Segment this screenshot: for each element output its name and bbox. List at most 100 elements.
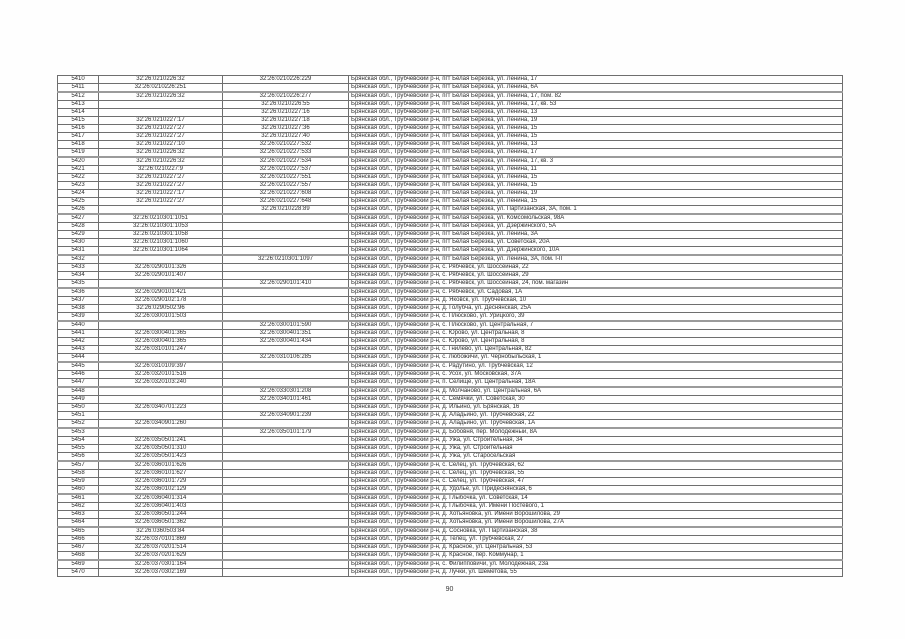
address-cell: Брянская обл., Трубчевский р-н, пгт Бела… (348, 189, 843, 198)
row-number-cell: 5424 (57, 189, 99, 198)
table-row: 5469 32:26:0370301:164 Брянская обл., Труб… (57, 559, 843, 569)
row-number-cell: 5470 (57, 568, 99, 577)
table-row: 5418 32:26:0210227:10 32:26:0210227:532 Бря… (57, 140, 843, 149)
table-row: 5426 32:26:0210228:89 Брянская обл., Трубч… (57, 205, 843, 215)
address-cell: Брянская обл., Трубчевский р-н, с. Филип… (348, 559, 843, 569)
cadastral-number-2-cell (222, 502, 349, 511)
table-row: 5438 32:26:0290502:96 Брянская обл., Трубч… (57, 304, 843, 313)
cadastral-number-2-cell (222, 238, 349, 247)
table-row: 5462 32:26:0360401:403 Брянская обл., Труб… (57, 502, 843, 511)
cadastral-number-2-cell (222, 469, 349, 478)
address-cell: Брянская обл., Трубчевский р-н, пгт Бела… (348, 230, 843, 239)
address-cell: Брянская обл., Трубчевский р-н, с. Семяч… (348, 395, 843, 404)
cadastral-number-2-cell (222, 460, 349, 470)
cadastral-number-1-cell: 32:26:0360101:729 (98, 477, 223, 486)
address-cell: Брянская обл., Трубчевский р-н, с. Плюск… (348, 320, 843, 330)
row-number-cell: 5423 (57, 181, 99, 190)
cadastral-number-1-cell: 32:26:0300101:503 (98, 312, 223, 322)
cadastral-number-2-cell (222, 296, 349, 305)
cadastral-number-2-cell (222, 213, 349, 223)
cadastral-number-1-cell: 32:26:0300401:365 (98, 329, 223, 338)
address-cell: Брянская обл., Трубчевский р-н, с. Усох,… (348, 370, 843, 379)
cadastral-number-2-cell (222, 444, 349, 453)
row-number-cell: 5415 (57, 116, 99, 125)
table-row: 5444 32:26:0310106:285 Брянская обл., Труб… (57, 353, 843, 363)
cadastral-number-1-cell (98, 100, 223, 109)
cadastral-number-2-cell (222, 526, 349, 536)
cadastral-number-2-cell (222, 83, 349, 93)
row-number-cell: 5411 (57, 83, 99, 93)
row-number-cell: 5449 (57, 395, 99, 404)
table-row: 5468 32:26:0370201:629 Брянская обл., Труб… (57, 551, 843, 561)
cadastral-number-1-cell: 32:26:0290102:178 (98, 296, 223, 305)
cadastral-number-1-cell: 32:26:0360101:627 (98, 469, 223, 478)
cadastral-number-2-cell (222, 518, 349, 528)
table-row: 5432 32:26:0210301:1097 Брянская обл., Тру… (57, 254, 843, 264)
cadastral-number-1-cell: 32:26:0210226:32 (98, 75, 223, 84)
table-row: 5449 32:26:0340101:461 Брянская обл., Труб… (57, 395, 843, 404)
row-number-cell: 5429 (57, 230, 99, 239)
row-number-cell: 5443 (57, 345, 99, 354)
cadastral-number-1-cell: 32:26:0310101:247 (98, 345, 223, 354)
table-row: 5448 32:26:0330301:208 Брянская обл., Труб… (57, 386, 843, 396)
row-number-cell: 5410 (57, 75, 99, 84)
cadastral-number-2-cell: 32:26:0310106:285 (222, 353, 349, 363)
table-row: 5416 32:26:0210227:27 32:26:0210227:36 Брян… (57, 124, 843, 133)
row-number-cell: 5421 (57, 165, 99, 174)
row-number-cell: 5434 (57, 271, 99, 280)
cadastral-number-1-cell (98, 205, 223, 215)
address-cell: Брянская обл., Трубчевский р-н, д. Ужа, … (348, 452, 843, 462)
row-number-cell: 5454 (57, 436, 99, 445)
address-cell: Брянская обл., Трубчевский р-н, д. Яковс… (348, 296, 843, 305)
cadastral-number-2-cell (222, 403, 349, 412)
table-row: 5458 32:26:0360101:627 Брянская обл., Труб… (57, 469, 843, 478)
cadastral-number-1-cell (98, 427, 223, 437)
row-number-cell: 5419 (57, 148, 99, 158)
table-row: 5456 32:26:0350501:423 Брянская обл., Труб… (57, 452, 843, 462)
cadastral-number-2-cell: 32:26:0210227:533 (222, 148, 349, 158)
table-row: 5415 32:26:0210227:17 32:26:0210227:18 Брян… (57, 116, 843, 125)
table-row: 5422 32:26:0210227:27 32:26:0210227:551 Бря… (57, 173, 843, 182)
cadastral-number-2-cell: 32:26:0340101:461 (222, 395, 349, 404)
address-cell: Брянская обл., Трубчевский р-н, д. Глыбо… (348, 502, 843, 511)
row-number-cell: 5456 (57, 452, 99, 462)
address-cell: Брянская обл., Трубчевский р-н, пгт Бела… (348, 222, 843, 231)
table-row: 5437 32:26:0290102:178 Брянская обл., Труб… (57, 296, 843, 305)
cadastral-number-1-cell: 32:26:0290502:96 (98, 304, 223, 313)
cadastral-number-1-cell: 32:26:0210227:17 (98, 116, 223, 125)
address-cell: Брянская обл., Трубчевский р-н, с. Гниле… (348, 345, 843, 354)
row-number-cell: 5459 (57, 477, 99, 486)
address-cell: Брянская обл., Трубчевский р-н, д. Аладь… (348, 419, 843, 429)
cadastral-number-1-cell (98, 395, 223, 404)
row-number-cell: 5451 (57, 411, 99, 420)
cadastral-number-2-cell (222, 551, 349, 561)
row-number-cell: 5461 (57, 493, 99, 503)
table-row: 5430 32:26:0210301:1060 Брянская обл., Тру… (57, 238, 843, 247)
cadastral-number-1-cell (98, 108, 223, 117)
cadastral-number-1-cell: 32:26:0360401:314 (98, 493, 223, 503)
cadastral-number-1-cell: 32:26:0360102:129 (98, 485, 223, 495)
address-cell: Брянская обл., Трубчевский р-н, с. Плюск… (348, 312, 843, 322)
cadastral-number-2-cell (222, 535, 349, 544)
row-number-cell: 5452 (57, 419, 99, 429)
cadastral-number-2-cell (222, 246, 349, 256)
table-row: 5421 32:26:0210227:9 32:26:0210227:537 Брян… (57, 165, 843, 174)
address-cell: Брянская обл., Трубчевский р-н, пгт Бела… (348, 205, 843, 215)
address-cell: Брянская обл., Трубчевский р-н, д. Хотья… (348, 518, 843, 528)
address-cell: Брянская обл., Трубчевский р-н, пгт Бела… (348, 246, 843, 256)
row-number-cell: 5463 (57, 510, 99, 519)
table-row: 5461 32:26:0360401:314 Брянская обл., Труб… (57, 493, 843, 503)
table-row: 5452 32:26:0340901:260 Брянская обл., Труб… (57, 419, 843, 429)
address-cell: Брянская обл., Трубчевский р-н, д. Глыбо… (348, 493, 843, 503)
row-number-cell: 5430 (57, 238, 99, 247)
address-cell: Брянская обл., Трубчевский р-н, п. Селищ… (348, 378, 843, 388)
cadastral-number-2-cell (222, 287, 349, 297)
table-row: 5410 32:26:0210226:32 32:26:0210226:229 Бря… (57, 75, 843, 84)
table-row: 5433 32:26:0290101:326 Брянская обл., Труб… (57, 263, 843, 272)
cadastral-number-2-cell (222, 230, 349, 239)
table-row: 5455 32:26:0350501:310 Брянская обл., Труб… (57, 444, 843, 453)
table-row: 5414 32:26:0210227:16 Брянская обл., Трубч… (57, 108, 843, 117)
address-cell: Брянская обл., Трубчевский р-н, пгт Бела… (348, 124, 843, 133)
address-cell: Брянская обл., Трубчевский р-н, пгт Бела… (348, 116, 843, 125)
